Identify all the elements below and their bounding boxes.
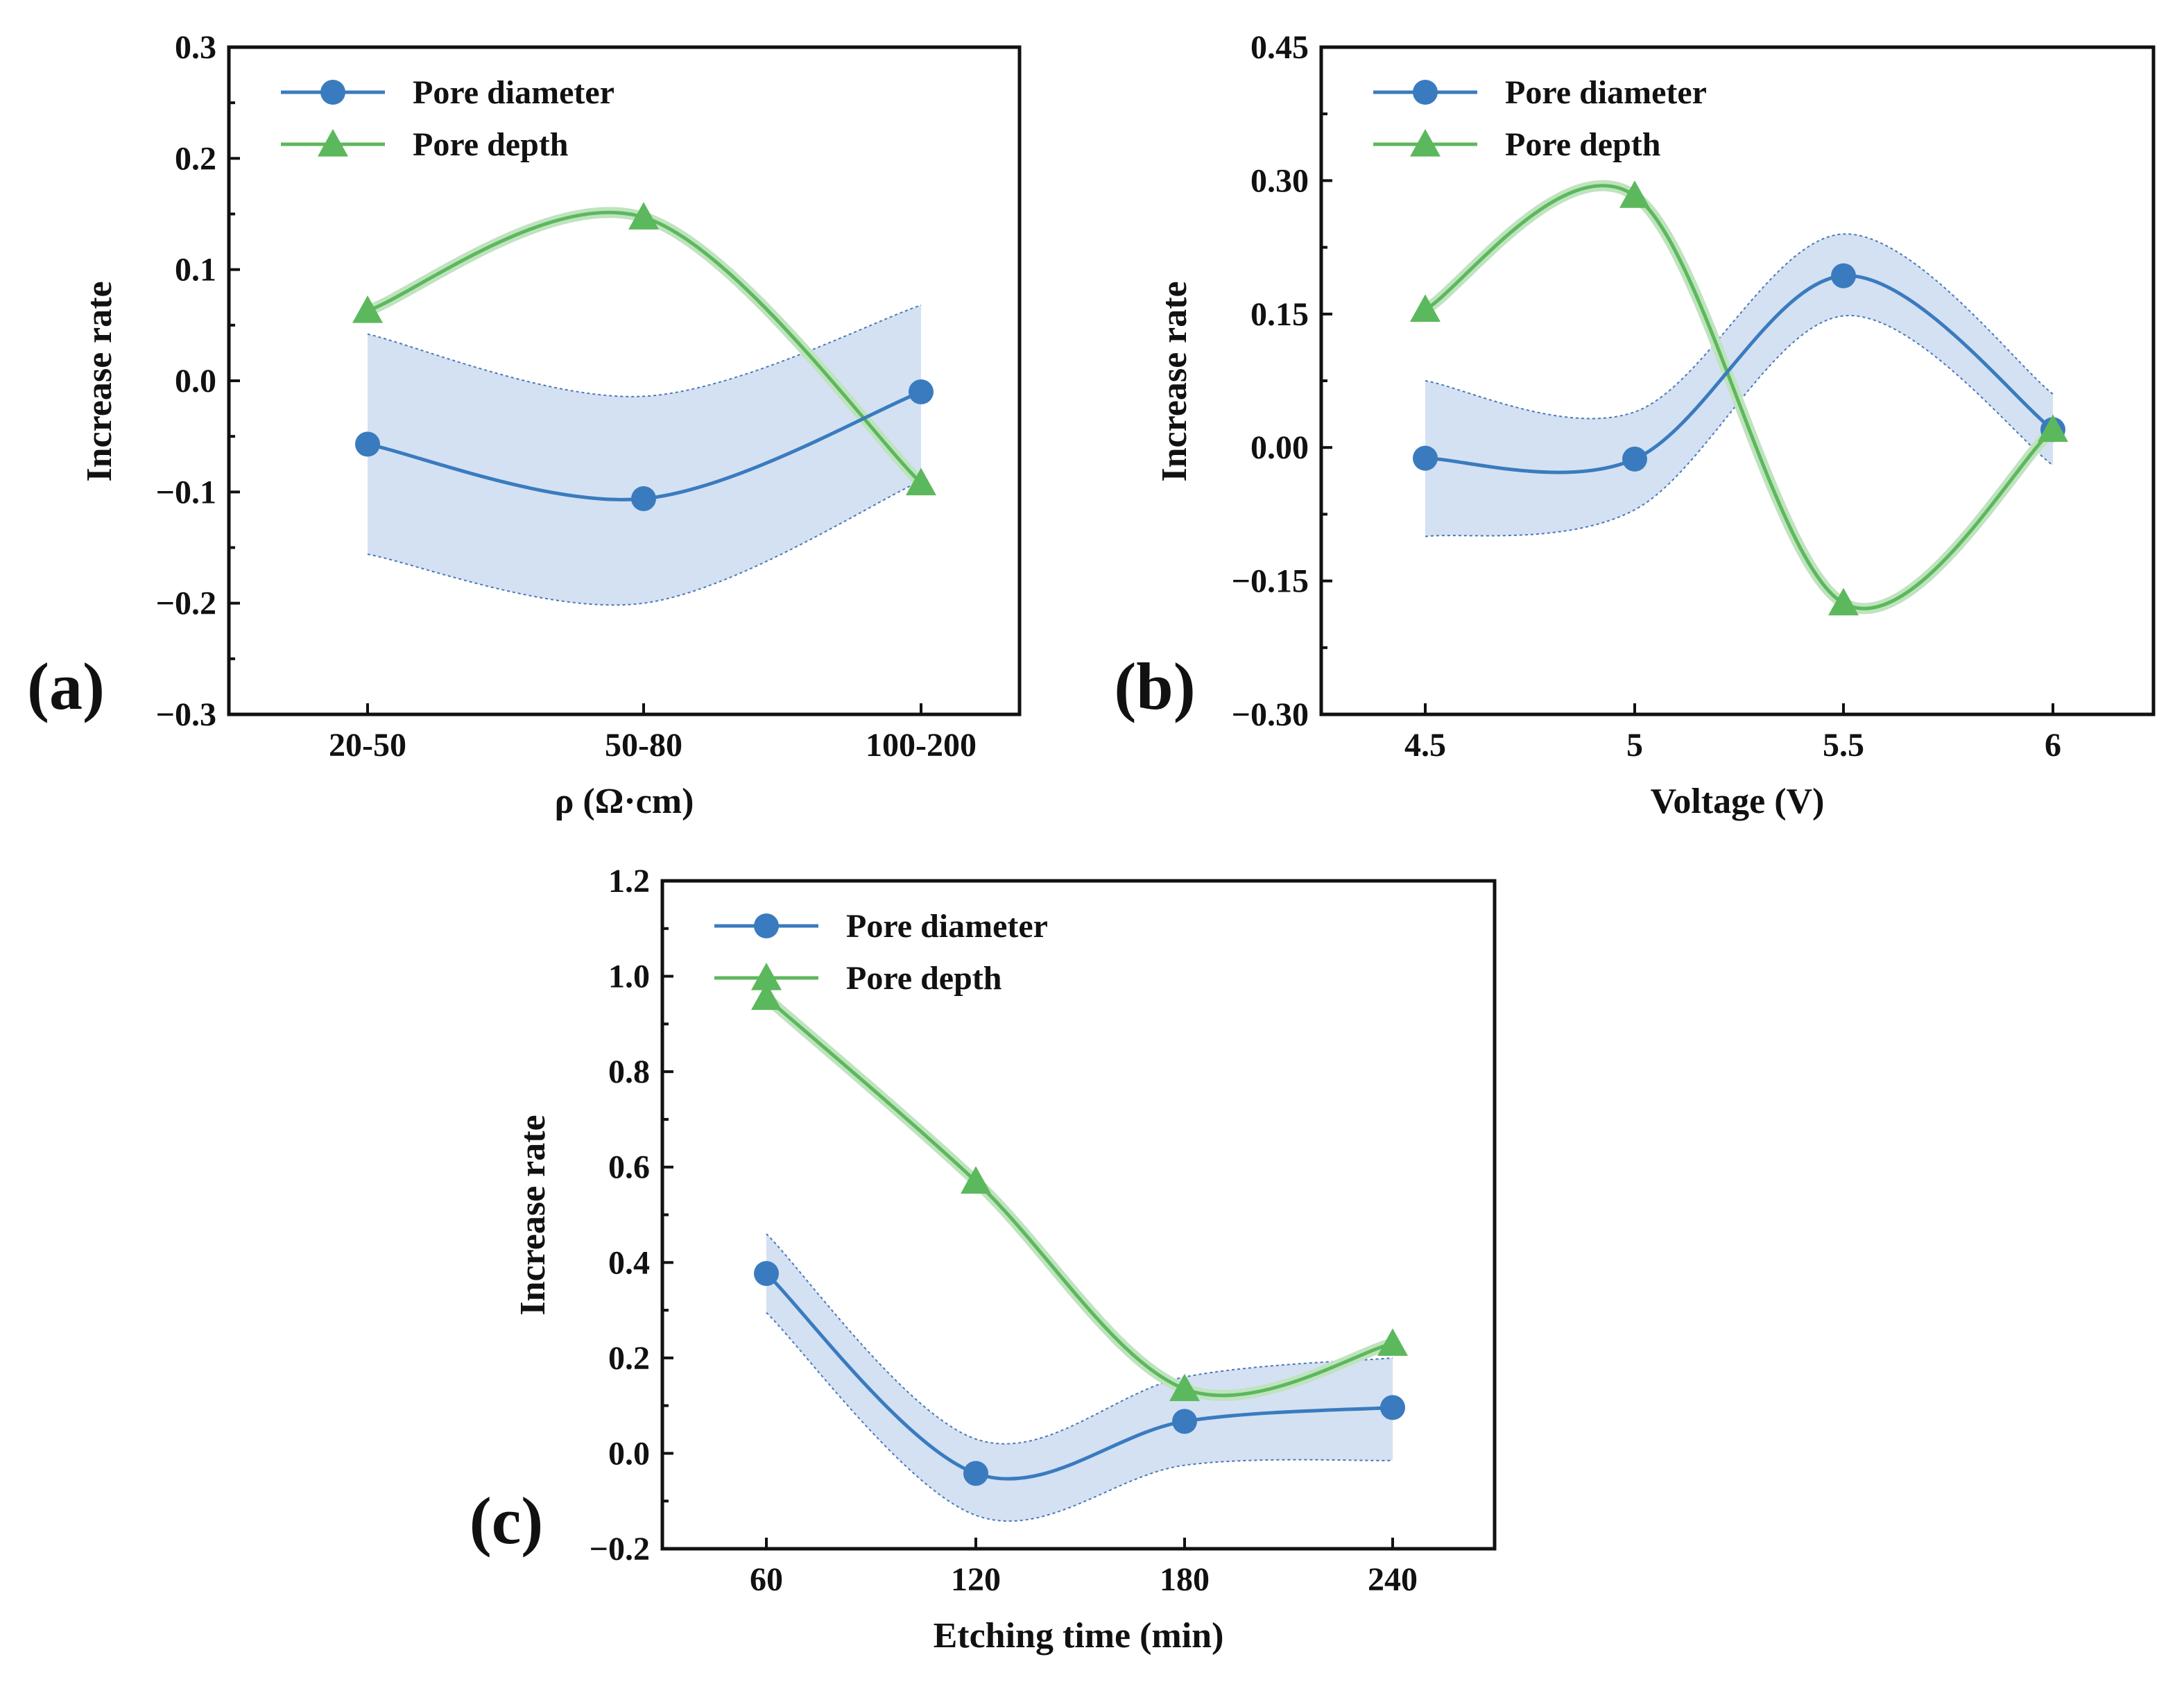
diameter-point xyxy=(754,1261,779,1287)
x-tick-label: 4.5 xyxy=(1404,727,1446,764)
diameter-line xyxy=(765,1272,1393,1481)
panel-c: 1.2 1.0 0.8 0.6 0.4 0.2 0.0 −0.2 60 120 180 240 Pore… xyxy=(470,863,1497,1656)
y-tick-label: 0.3 xyxy=(175,29,216,66)
y-axis-title: Increase rate xyxy=(1155,281,1194,481)
depth-point xyxy=(751,982,782,1011)
plot-frame xyxy=(1319,45,2156,716)
depth-point xyxy=(1828,587,1859,616)
x-axis-title: Etching time (min) xyxy=(934,1616,1224,1656)
depth-line xyxy=(765,996,1393,1398)
y-tick-label: 0.2 xyxy=(608,1340,650,1377)
y-tick-label: 1.2 xyxy=(608,863,650,900)
x-tick-label: 5.5 xyxy=(1823,727,1864,764)
legend-diameter-marker xyxy=(754,913,779,938)
panel-label: (c) xyxy=(470,1484,544,1558)
y-tick-label: −0.2 xyxy=(590,1531,650,1567)
diameter-line xyxy=(1425,274,2054,474)
y-axis-title: Increase rate xyxy=(80,281,119,481)
depth-line xyxy=(1424,184,2054,610)
depth-point xyxy=(2038,414,2068,443)
legend-depth-marker xyxy=(1410,129,1441,157)
y-tick-label: 1.0 xyxy=(608,959,650,995)
panel-b: 0.45 0.30 0.15 0.00 −0.15 −0.30 4.5 5 5.5 6 Pore d… xyxy=(1114,29,2156,821)
depth-point xyxy=(628,202,659,230)
x-tick-label: 100-200 xyxy=(866,727,977,764)
y-tick-label: 0.0 xyxy=(608,1435,650,1472)
diameter-band-lower-edge xyxy=(367,480,922,606)
legend-diameter-label: Pore diameter xyxy=(413,74,614,111)
legend-diameter-marker xyxy=(1413,80,1438,105)
x-tick-label: 20-50 xyxy=(329,727,406,764)
y-tick-label: −0.30 xyxy=(1232,696,1309,733)
y-tick-label: −0.1 xyxy=(156,474,216,510)
y-tick-label: 0.30 xyxy=(1250,162,1309,199)
diameter-band-upper-edge xyxy=(1425,233,2054,420)
diameter-point xyxy=(1831,263,1856,289)
legend: Pore diameter Pore depth xyxy=(1373,74,1707,163)
y-tick-label: −0.15 xyxy=(1232,563,1309,600)
y-tick-label: 0.15 xyxy=(1250,296,1309,333)
depth-point xyxy=(1619,180,1650,208)
y-tick-label: 0.8 xyxy=(608,1054,650,1090)
diameter-point xyxy=(1413,445,1438,471)
depth-point xyxy=(352,295,383,323)
diameter-confidence-band xyxy=(1425,234,2053,537)
y-tick-label: 0.0 xyxy=(175,363,216,399)
diameter-band-upper-edge xyxy=(367,304,922,397)
panel-label: (b) xyxy=(1114,649,1195,723)
diameter-confidence-band xyxy=(766,1234,1393,1522)
diameter-point xyxy=(909,379,934,405)
legend-depth-label: Pore depth xyxy=(846,960,1001,997)
legend-diameter-label: Pore diameter xyxy=(1505,74,1707,111)
legend-depth-marker xyxy=(318,129,348,157)
x-tick-label: 240 xyxy=(1368,1561,1418,1598)
y-axis-title: Increase rate xyxy=(513,1115,553,1315)
legend: Pore diameter Pore depth xyxy=(714,908,1048,997)
depth-point xyxy=(1377,1328,1408,1356)
y-tick-label: 0.2 xyxy=(175,140,216,177)
x-axis-title: ρ (Ω·cm) xyxy=(555,782,694,821)
depth-point xyxy=(1410,294,1441,322)
x-tick-label: 60 xyxy=(750,1561,783,1598)
legend: Pore diameter Pore depth xyxy=(281,74,614,163)
diameter-point xyxy=(1622,446,1647,472)
depth-point xyxy=(906,467,936,496)
diameter-point xyxy=(1172,1409,1197,1434)
diameter-band-upper-edge xyxy=(766,1233,1393,1445)
legend-depth-label: Pore depth xyxy=(413,126,568,163)
x-tick-label: 6 xyxy=(2045,727,2061,764)
diameter-point xyxy=(963,1461,988,1486)
diameter-band-lower-edge xyxy=(766,1312,1393,1522)
legend-depth-label: Pore depth xyxy=(1505,126,1660,163)
legend-diameter-label: Pore diameter xyxy=(846,908,1048,945)
depth-point xyxy=(961,1166,991,1194)
x-tick-label: 120 xyxy=(951,1561,1001,1598)
x-axis-title: Voltage (V) xyxy=(1651,782,1825,821)
y-tick-label: −0.3 xyxy=(156,696,216,733)
diameter-confidence-band xyxy=(368,305,921,605)
legend-diameter-marker xyxy=(320,80,345,105)
panel-a: 0.3 0.2 0.1 0.0 −0.1 −0.2 −0.3 20-50 50-80 100-20… xyxy=(27,29,1022,821)
diameter-point xyxy=(1380,1395,1405,1420)
depth-band xyxy=(761,992,1398,1401)
y-tick-label: −0.2 xyxy=(156,585,216,622)
diameter-point xyxy=(631,486,656,511)
x-tick-label: 50-80 xyxy=(605,727,682,764)
y-tick-label: 0.1 xyxy=(175,252,216,289)
y-tick-label: 0.6 xyxy=(608,1149,650,1186)
y-tick-label: 0.00 xyxy=(1250,429,1309,466)
diameter-point xyxy=(355,431,380,457)
y-tick-label: 0.45 xyxy=(1250,29,1309,66)
plot-frame xyxy=(227,45,1022,716)
x-tick-label: 5 xyxy=(1626,727,1643,764)
plot-frame xyxy=(660,879,1497,1551)
panel-label: (a) xyxy=(27,649,105,723)
y-tick-label: 0.4 xyxy=(608,1244,650,1281)
x-tick-label: 180 xyxy=(1160,1561,1210,1598)
depth-point xyxy=(1169,1373,1200,1402)
legend-depth-marker xyxy=(751,963,782,990)
diameter-band-lower-edge xyxy=(1425,315,2054,538)
